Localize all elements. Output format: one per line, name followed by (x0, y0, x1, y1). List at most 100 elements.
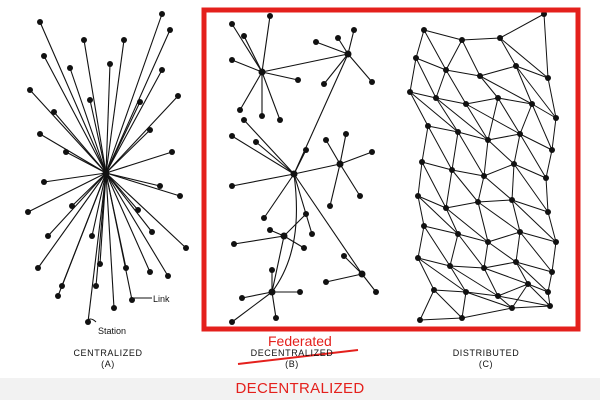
centralized-station (149, 229, 155, 235)
distributed-link (415, 57, 437, 99)
distributed-link (423, 225, 459, 235)
federated-label: Federated (268, 333, 332, 349)
decentralized-station (259, 113, 265, 119)
distributed-station (525, 281, 531, 287)
distributed-link (435, 69, 447, 99)
centralized-station (123, 265, 129, 271)
decentralized-link (243, 35, 263, 73)
centralized-link (53, 111, 107, 174)
centralized-link (89, 99, 107, 174)
centralized-station (167, 27, 173, 33)
decentralized-link (329, 163, 341, 207)
distributed-link (527, 283, 549, 293)
decentralized-highlight-frame (201, 7, 581, 332)
caption-distributed-sublabel: (C) (478, 359, 494, 369)
decentralized-station (341, 253, 347, 259)
distributed-station (421, 223, 427, 229)
centralized-stations (25, 11, 189, 325)
decentralized-link (231, 59, 263, 73)
centralized-link (65, 151, 107, 174)
distributed-link (515, 65, 557, 119)
distributed-station (517, 229, 523, 235)
decentralized-station (229, 133, 235, 139)
distributed-station (509, 197, 515, 203)
decentralized-station (241, 33, 247, 39)
distributed-station (425, 123, 431, 129)
distributed-link (511, 305, 551, 309)
distributed-link (499, 37, 549, 79)
decentralized-station (369, 79, 375, 85)
centralized-station (45, 233, 51, 239)
distributed-link (499, 13, 545, 39)
decentralized-link (239, 71, 263, 111)
centralized-station (157, 183, 163, 189)
distributed-link (477, 175, 485, 203)
distributed-link (457, 131, 485, 177)
distributed-link (511, 199, 521, 233)
centralized-station (147, 127, 153, 133)
distributed-link (465, 291, 513, 309)
centralized-link (29, 89, 107, 174)
decentralized-stations (229, 13, 379, 325)
centralized-station (55, 293, 61, 299)
distributed-link (483, 261, 517, 269)
distributed-link (527, 283, 551, 307)
centralized-station (169, 149, 175, 155)
distributed-link (445, 69, 481, 77)
distributed-link (551, 117, 557, 151)
distributed-link (461, 37, 501, 41)
distributed-link (519, 133, 553, 151)
centralized-link (43, 55, 107, 174)
distributed-link (497, 283, 529, 297)
centralized-link (105, 151, 173, 174)
decentralized-trunk (271, 235, 285, 293)
distributed-station (485, 137, 491, 143)
distributed-link (409, 91, 459, 133)
distributed-link (417, 257, 451, 267)
distributed-station (419, 159, 425, 165)
distributed-link (435, 97, 459, 133)
centralized-station (89, 233, 95, 239)
centralized-station (97, 261, 103, 267)
distributed-station (511, 161, 517, 167)
decentralized-station (323, 279, 329, 285)
decentralized-link (315, 41, 349, 55)
centralized-link (87, 172, 107, 323)
decentralized-station (229, 319, 235, 325)
distributed-link (445, 169, 453, 209)
distributed-link (449, 265, 485, 269)
decentralized-station (335, 35, 341, 41)
distributed-link (497, 97, 533, 105)
distributed-link (545, 149, 553, 179)
centralized-station (81, 37, 87, 43)
centralized-station (165, 273, 171, 279)
decentralized-link (261, 15, 271, 73)
decentralized-station (237, 107, 243, 113)
distributed-link (421, 125, 429, 163)
decentralized-hub (258, 68, 266, 76)
centralized-station (93, 283, 99, 289)
distributed-link (515, 65, 533, 105)
distributed-link (427, 125, 459, 133)
decentralized-link (233, 235, 285, 245)
distributed-link (497, 295, 513, 309)
decentralized-station (343, 131, 349, 137)
distributed-link (415, 57, 447, 71)
decentralized-station (321, 81, 327, 87)
link-annotation: Link (153, 294, 170, 304)
distributed-link (551, 241, 557, 273)
centralized-link (105, 172, 115, 309)
distributed-link (479, 75, 533, 105)
centralized-link (105, 172, 169, 277)
distributed-link (449, 233, 459, 267)
centralized-station (175, 93, 181, 99)
centralized-station (135, 207, 141, 213)
distributed-link (417, 195, 425, 227)
distributed-link (461, 291, 467, 319)
decentralized-hub (336, 160, 344, 168)
centralized-link (105, 172, 153, 233)
decentralized-link (283, 213, 307, 237)
distributed-station (549, 269, 555, 275)
distributed-station (415, 193, 421, 199)
distributed-station (545, 209, 551, 215)
